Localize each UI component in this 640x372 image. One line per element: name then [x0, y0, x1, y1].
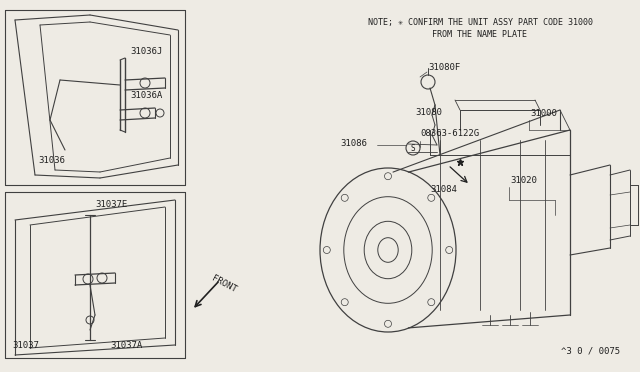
Text: 31080: 31080 — [415, 108, 442, 117]
Text: 31037: 31037 — [12, 341, 39, 350]
Text: 31000: 31000 — [530, 109, 557, 118]
Text: 31036J: 31036J — [130, 47, 163, 56]
Text: FROM THE NAME PLATE: FROM THE NAME PLATE — [433, 30, 527, 39]
Text: 31086: 31086 — [340, 138, 367, 148]
Text: 31036A: 31036A — [130, 91, 163, 100]
Text: FRONT: FRONT — [210, 274, 238, 295]
Text: 31020: 31020 — [510, 176, 537, 185]
Text: ^3 0 / 0075: ^3 0 / 0075 — [561, 346, 620, 355]
Text: 31084: 31084 — [430, 185, 457, 194]
Text: 31037A: 31037A — [110, 341, 142, 350]
Text: NOTE; ✳ CONFIRM THE UNIT ASSY PART CODE 31000: NOTE; ✳ CONFIRM THE UNIT ASSY PART CODE … — [367, 18, 593, 27]
Text: 08363-6122G: 08363-6122G — [420, 129, 479, 138]
Text: S: S — [411, 144, 415, 153]
Text: 31036: 31036 — [38, 156, 65, 165]
Text: 31037E: 31037E — [95, 200, 127, 209]
Text: 31080F: 31080F — [428, 63, 460, 72]
